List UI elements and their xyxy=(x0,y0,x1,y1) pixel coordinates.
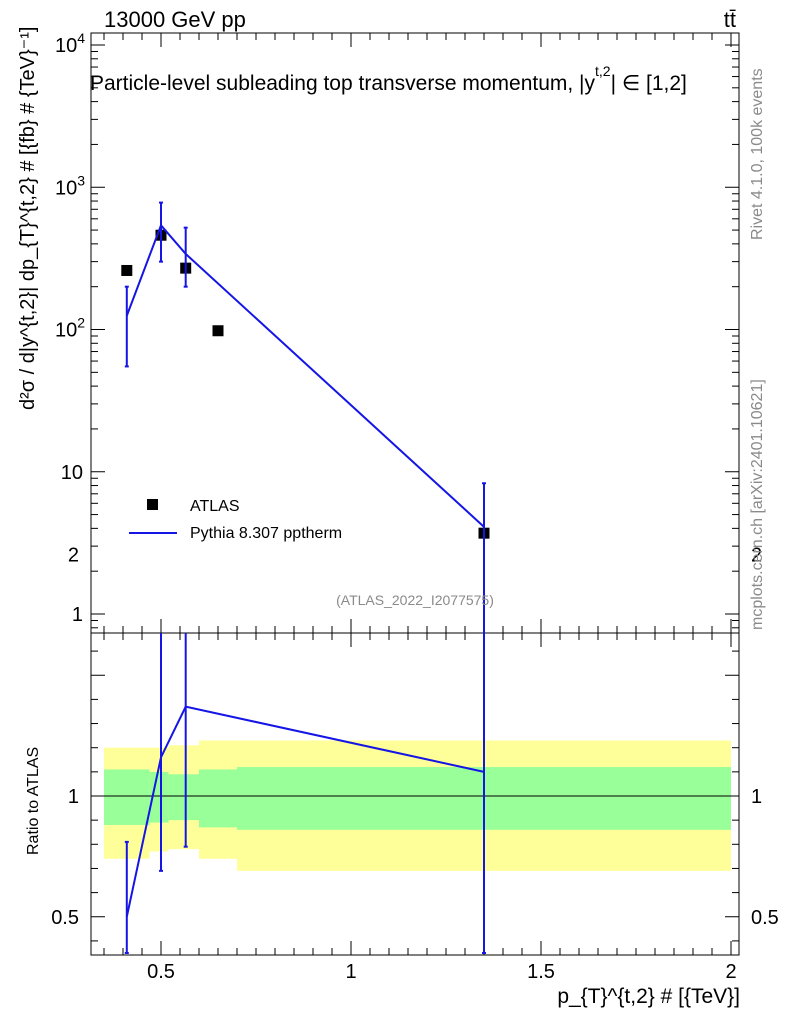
x-tick-label: 2 xyxy=(725,961,736,983)
stat-uncertainty-band xyxy=(104,769,150,825)
plot-title-superscript: t,2 xyxy=(595,63,611,79)
pythia-line xyxy=(125,223,485,528)
main-plot-frame xyxy=(90,32,740,634)
pythia-ratio-line xyxy=(125,705,485,917)
axis-ticks: 1 10 102 103 104 0.5 1 1.5 2 0.5 0.5 1 1 2 2 xyxy=(51,30,779,983)
x-tick-label: 0.5 xyxy=(147,961,175,983)
x-axis-label: p_{T}^{t,2} # [{TeV}] xyxy=(557,985,740,1008)
energy-label: 13000 GeV pp xyxy=(104,7,246,32)
atlas-data-point xyxy=(212,325,224,337)
rivet-version-label: Rivet 4.1.0, 100k events xyxy=(749,68,766,240)
ratio-uncertainty-bands xyxy=(104,740,731,871)
main-y-tick-label: 103 xyxy=(55,172,85,199)
main-y-tick-label: 104 xyxy=(55,30,85,57)
legend-pythia-label: Pythia 8.307 pptherm xyxy=(190,525,342,542)
stat-uncertainty-band xyxy=(168,774,199,821)
x-tick-label: 1 xyxy=(345,961,356,983)
ratio-y-tick-label-right: 1 xyxy=(751,786,762,808)
main-y-tick-label: 102 xyxy=(55,315,85,342)
main-y-tick-label: 1 xyxy=(72,604,83,626)
plot-title-main: Particle-level subleading top transverse… xyxy=(90,72,596,95)
plot-title-tail: | ∈ [1,2] xyxy=(611,72,687,95)
ratio-y-tick-label-right: 2 xyxy=(751,545,762,567)
ratio-plot-marks xyxy=(124,633,486,954)
ratio-y-tick-label-right: 0.5 xyxy=(751,907,779,929)
legend-atlas-label: ATLAS xyxy=(190,498,240,515)
main-y-tick-label: 10 xyxy=(61,462,83,484)
process-label: tt̄ xyxy=(724,7,736,32)
x-tick-label: 1.5 xyxy=(527,961,555,983)
legend: ATLAS Pythia 8.307 pptherm xyxy=(129,498,342,542)
main-plot-marks xyxy=(121,201,490,633)
analysis-watermark: (ATLAS_2022_I2077575) xyxy=(336,592,494,608)
ratio-y-axis-label: Ratio to ATLAS xyxy=(25,747,42,855)
main-y-axis-label: d²σ / d|y^{t,2}| dp_{T}^{t,2} # [{fb} # … xyxy=(17,27,39,410)
ratio-y-tick-label: 0.5 xyxy=(51,907,79,929)
atlas-data-point xyxy=(121,264,133,276)
ratio-y-tick-label: 1 xyxy=(68,786,79,808)
mcplots-label: mcplots.cern.ch [arXiv:2401.10621] xyxy=(749,379,766,630)
stat-uncertainty-band xyxy=(199,769,237,828)
ratio-plot-frame xyxy=(90,632,740,956)
legend-atlas-marker xyxy=(147,499,158,510)
ratio-y-tick-label: 2 xyxy=(68,545,79,567)
plot-title: Particle-level subleading top transverse… xyxy=(90,63,687,95)
